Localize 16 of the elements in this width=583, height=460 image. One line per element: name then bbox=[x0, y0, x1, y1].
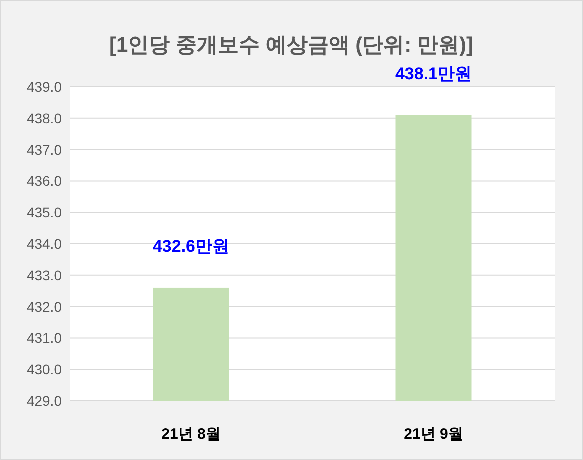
x-tick-label: 21년 8월 bbox=[162, 426, 221, 443]
chart-title: [1인당 중개보수 예상금액 (단위: 만원)] bbox=[110, 34, 474, 57]
data-label: 438.1만원 bbox=[395, 64, 472, 84]
y-tick-label: 437.0 bbox=[26, 142, 62, 158]
y-tick-label: 434.0 bbox=[26, 236, 62, 252]
y-tick-label: 433.0 bbox=[26, 267, 62, 284]
y-tick-label: 438.0 bbox=[26, 110, 62, 126]
y-tick-label: 429.0 bbox=[26, 393, 62, 409]
data-label: 432.6만원 bbox=[152, 236, 230, 256]
y-tick-label: 439.0 bbox=[26, 79, 62, 95]
y-tick-label: 435.0 bbox=[26, 204, 62, 221]
y-tick-label: 436.0 bbox=[26, 173, 62, 190]
x-tick-label: 21년 9월 bbox=[404, 426, 464, 443]
y-tick-label: 431.0 bbox=[26, 330, 62, 346]
y-tick-label: 430.0 bbox=[26, 362, 62, 378]
y-tick-label: 432.0 bbox=[26, 298, 62, 315]
